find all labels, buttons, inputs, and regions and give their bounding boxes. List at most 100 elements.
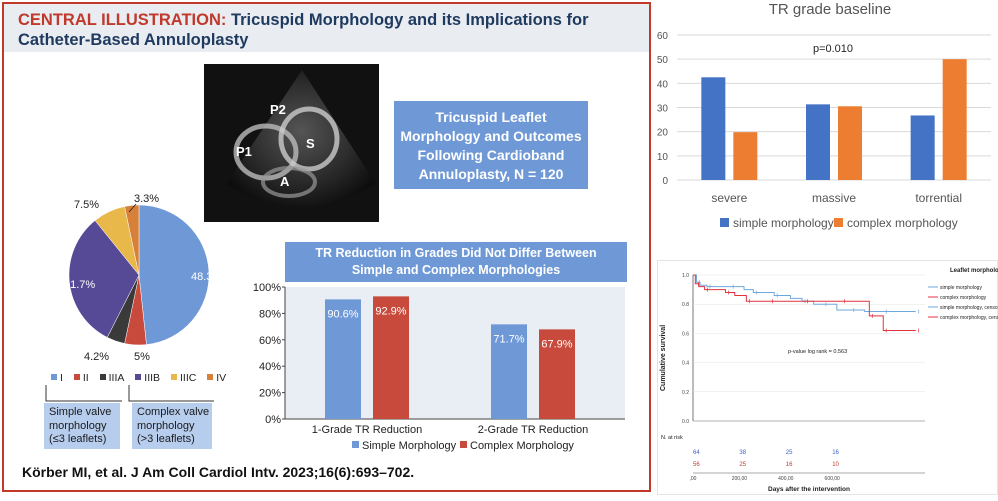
bar-chart-title-box: TR Reduction in Grades Did Not Differ Be…: [285, 242, 627, 282]
bar-title-line: TR Reduction in Grades Did Not Differ Be…: [315, 246, 597, 260]
echo-ring-right: [278, 106, 340, 172]
at-risk-title: N. at risk: [661, 435, 683, 441]
pie-label: 5%: [134, 351, 150, 363]
citation: Körber MI, et al. J Am Coll Cardiol Intv…: [22, 464, 415, 480]
pie-label: 31.7%: [64, 279, 95, 291]
echo-ring-bottom: [261, 166, 317, 198]
legend-label: complex morphology: [847, 216, 958, 230]
y-tick-label: 100%: [253, 282, 281, 294]
info-line: Following Cardioband: [417, 147, 565, 163]
x-tick-label: 200,00: [732, 476, 748, 482]
y-tick-label: 50: [657, 55, 669, 66]
x-tick-label: 400,00: [778, 476, 794, 482]
legend-item: I: [51, 372, 63, 384]
legend-swatch: [720, 218, 729, 227]
bar-complex: [733, 132, 758, 180]
echo-label-p1: P1: [236, 144, 252, 159]
echo-sector: [226, 70, 376, 207]
bar-simple: [325, 299, 361, 419]
legend-item: IIIA: [99, 372, 124, 384]
y-tick-label: 40: [657, 79, 669, 90]
bar-complex: [942, 59, 967, 180]
at-risk-simple: 64: [693, 450, 700, 456]
x-category-label: torrential: [915, 191, 962, 205]
y-tick-label: 20: [657, 128, 669, 139]
group-line: Complex valve: [137, 406, 210, 418]
at-risk-complex: 10: [832, 462, 839, 468]
p-value-annotation: p=0.010: [813, 43, 853, 55]
legend-label: Complex Morphology: [470, 440, 574, 452]
tr-grade-baseline-chart: TR grade baseline 0 10 20 30 40 50 60 p=0.010 sev…: [657, 1, 991, 230]
x-axis-label: Days after the intervention: [768, 486, 850, 493]
survival-curve-simple: [693, 274, 916, 312]
y-tick-label: 0%: [265, 414, 281, 426]
x-category-label: 2-Grade TR Reduction: [478, 424, 588, 436]
legend-item: IIIC: [170, 372, 197, 384]
y-tick-label: 60: [657, 31, 669, 42]
x-tick-label: ,00: [690, 476, 697, 482]
y-tick-label: 40%: [259, 361, 281, 373]
echo-svg: P2 S P1 A: [226, 70, 376, 207]
illustration-title-line2: Catheter-Based Annuloplasty: [18, 31, 249, 49]
x-category-label: 1-Grade TR Reduction: [312, 424, 422, 436]
group-brackets: [45, 385, 214, 402]
at-risk-complex: 56: [693, 462, 700, 468]
pie-leader-line: [128, 203, 137, 213]
pie-slice-iiib: [68, 220, 140, 338]
legend-item: II: [73, 372, 89, 384]
at-risk-complex: 16: [786, 462, 793, 468]
x-category-label: massive: [812, 191, 856, 205]
y-tick-label: 10: [657, 152, 669, 163]
complex-group-box: Complex valve morphology (>3 leaflets): [132, 403, 212, 449]
complex-bracket: [128, 385, 214, 402]
pie-label: 48.3%: [191, 271, 222, 283]
survival-chart-panel: 0.0 0.2 0.4 0.6 0.8 1.0 Cumulative survival p-v…: [657, 260, 998, 495]
legend-label: complex morphology: [940, 295, 987, 301]
bar-simple: [491, 324, 527, 419]
legend-swatch: [352, 441, 359, 448]
y-tick-label: 30: [657, 104, 669, 115]
at-risk-simple: 38: [739, 450, 746, 456]
illustration-prefix: CENTRAL ILLUSTRATION:: [18, 11, 227, 29]
bar-complex: [539, 329, 575, 419]
legend-label: IIIC: [179, 372, 197, 384]
legend-label: complex morphology, censored: [940, 315, 998, 321]
central-illustration-panel: CENTRAL ILLUSTRATION: Tricuspid Morpholo…: [2, 2, 651, 492]
pie-label: 4.2%: [84, 351, 109, 363]
x-category-label: severe: [711, 191, 747, 205]
pie-slice-iv: [124, 204, 140, 276]
x-tick-label: 600,00: [825, 476, 841, 482]
y-tick-label: 20%: [259, 388, 281, 400]
legend-item: IV: [207, 372, 226, 384]
legend-label: simple morphology, censored: [940, 305, 998, 311]
group-line: (>3 leaflets): [137, 433, 195, 445]
legend-swatch: [135, 374, 142, 380]
illustration-header: CENTRAL ILLUSTRATION: Tricuspid Morpholo…: [4, 4, 649, 52]
group-line: morphology: [49, 419, 107, 432]
legend-label: Simple Morphology: [362, 440, 457, 452]
legend-swatch: [51, 374, 57, 380]
echo-label-s: S: [306, 136, 315, 151]
at-risk-simple: 25: [786, 450, 793, 456]
pie-label: 3.3%: [134, 193, 159, 205]
pie-legend: I II IIIA IIIB IIIC IV: [51, 372, 234, 384]
y-tick-label: 1.0: [682, 273, 689, 279]
legend-swatch: [99, 374, 106, 380]
info-line: Morphology and Outcomes: [400, 128, 582, 144]
legend-swatch: [170, 374, 177, 380]
bar-value-label: 67.9%: [541, 338, 572, 350]
bar-complex: [838, 106, 862, 180]
info-line: Annuloplasty, N = 120: [418, 166, 564, 182]
y-tick-label: 0.0: [682, 419, 689, 425]
legend-label: IIIB: [144, 372, 161, 384]
y-tick-label: 0.8: [682, 302, 689, 308]
tr-reduction-bar-chart: 0% 20% 40% 60% 80% 100% 90.6% 92.9% 1-Grade TR R…: [253, 282, 625, 452]
legend-item: IIIB: [135, 372, 160, 384]
legend-label: simple morphology: [733, 216, 834, 230]
group-line: Simple valve: [49, 406, 112, 418]
legend-swatch: [73, 374, 80, 380]
legend-swatch: [834, 218, 843, 227]
bar-title-line: Simple and Complex Morphologies: [351, 263, 561, 277]
bar-value-label: 90.6%: [327, 308, 358, 320]
bar-simple: [806, 104, 830, 180]
